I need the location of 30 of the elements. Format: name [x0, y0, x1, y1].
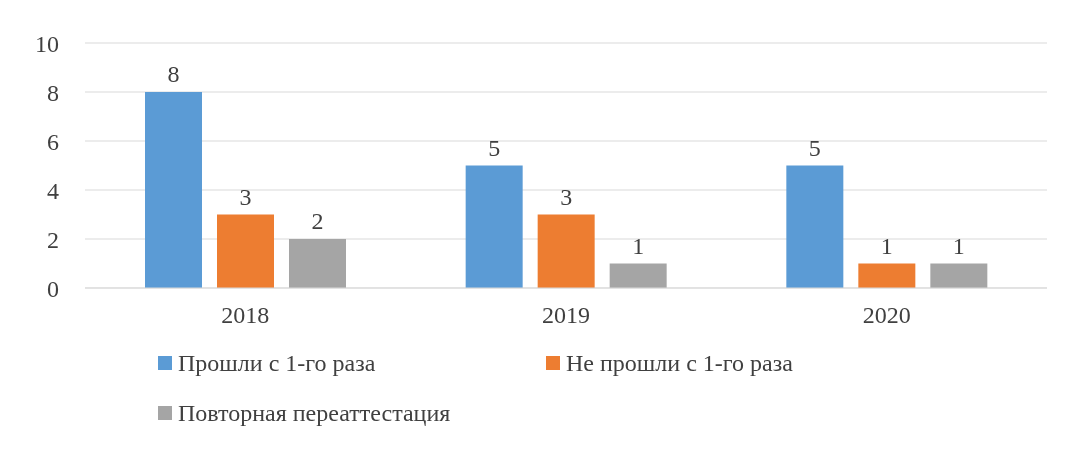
bar [609, 263, 667, 288]
bar [930, 263, 988, 288]
data-label: 2 [311, 208, 324, 234]
x-tick-label: 2018 [221, 302, 270, 329]
y-tick-label: 4 [47, 177, 59, 204]
bar [537, 214, 595, 288]
data-label: 8 [167, 61, 180, 87]
data-label: 1 [952, 232, 965, 259]
x-tick-label: 2019 [542, 302, 590, 329]
data-label: 3 [239, 183, 252, 210]
data-label: 5 [488, 134, 501, 161]
legend-label: Прошли с 1-го раза [178, 349, 376, 377]
y-tick-label: 2 [47, 226, 59, 253]
data-label: 3 [560, 183, 573, 210]
data-label: 5 [808, 134, 821, 161]
y-tick-label: 10 [35, 30, 59, 57]
legend-label: Не прошли с 1-го раза [566, 349, 793, 377]
legend-label: Повторная переаттестация [178, 399, 451, 427]
bar [858, 263, 916, 288]
data-label: 1 [632, 232, 645, 259]
bar [786, 165, 844, 288]
data-label: 1 [880, 232, 893, 259]
bar [289, 239, 346, 288]
bar [217, 214, 274, 288]
y-tick-label: 0 [47, 275, 59, 302]
bar [465, 165, 523, 288]
x-tick-label: 2020 [862, 302, 911, 329]
bar [145, 92, 202, 288]
y-tick-label: 6 [47, 128, 59, 155]
y-tick-label: 8 [47, 79, 59, 106]
